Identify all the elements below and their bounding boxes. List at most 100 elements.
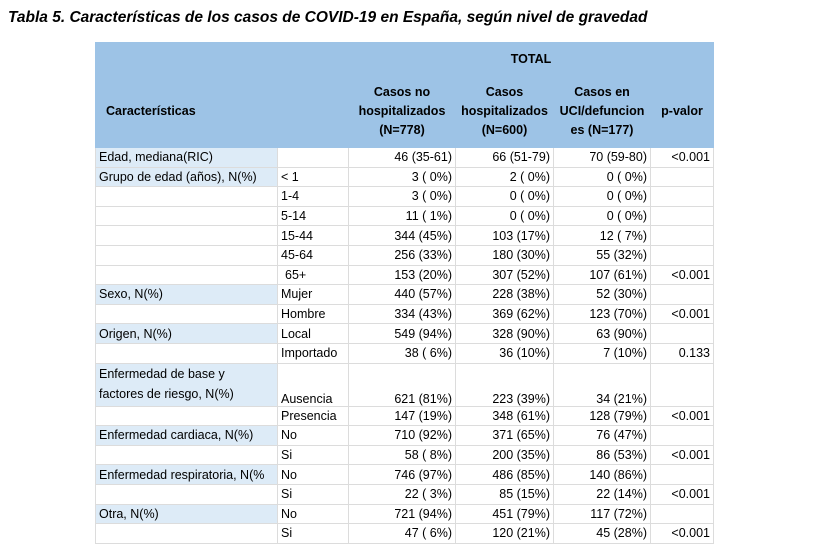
table-cell: 66 (51-79)	[455, 147, 554, 168]
column-header: Características	[95, 75, 349, 148]
table-cell: 36 (10%)	[455, 342, 554, 364]
row-label	[95, 244, 278, 266]
row-sublabel: 15-44	[277, 225, 349, 246]
table-cell: 128 (79%)	[553, 405, 651, 427]
table-cell	[650, 323, 714, 344]
row-sublabel	[277, 147, 349, 168]
table-cell: 52 (30%)	[553, 284, 651, 305]
table-cell: 46 (35-61)	[348, 147, 456, 168]
table-cell: 0.133	[650, 342, 714, 364]
column-header: p-valor	[650, 75, 714, 148]
table-cell: 348 (61%)	[455, 405, 554, 427]
table-cell: 0 ( 0%)	[553, 166, 651, 188]
table-cell: 140 (86%)	[553, 464, 651, 485]
row-sublabel: 45-64	[277, 244, 349, 266]
table-cell: 123 (70%)	[553, 303, 651, 325]
table-cell: 440 (57%)	[348, 284, 456, 305]
table-cell: 0 ( 0%)	[553, 205, 651, 227]
table-cell: 0 ( 0%)	[455, 186, 554, 207]
column-header: Casos en UCI/defuncion es (N=177)	[553, 75, 651, 148]
table-cell	[650, 244, 714, 266]
table-cell: 7 (10%)	[553, 342, 651, 364]
table-cell: 256 (33%)	[348, 244, 456, 266]
table-row: Si 47 ( 6%) 120 (21%) 45 (28%) <0.001	[95, 523, 714, 544]
table-cell	[650, 186, 714, 207]
table-cell: 621 (81%)	[348, 362, 456, 407]
table-row: 5-14 11 ( 1%) 0 ( 0%) 0 ( 0%)	[95, 205, 714, 227]
row-sublabel: Presencia	[277, 405, 349, 427]
data-table: TOTAL Características Casos no hospitalizad…	[95, 42, 714, 544]
table-cell: 451 (79%)	[455, 503, 554, 525]
table-cell: 369 (62%)	[455, 303, 554, 325]
table-cell: <0.001	[650, 523, 714, 544]
table-row: 45-64 256 (33%) 180 (30%) 55 (32%)	[95, 244, 714, 266]
table-cell: 334 (43%)	[348, 303, 456, 325]
header-row: Características Casos no hospitalizados (N=…	[95, 75, 714, 148]
row-label: Grupo de edad (años), N(%)	[95, 166, 278, 188]
header-line: UCI/defuncion	[559, 104, 645, 118]
table-cell	[650, 464, 714, 485]
table-row: Presencia 147 (19%) 348 (61%) 128 (79%) <0.0…	[95, 405, 714, 427]
row-label	[95, 405, 278, 427]
row-sublabel: Si	[277, 444, 349, 466]
header-line: (N=778)	[379, 123, 425, 137]
row-label	[95, 444, 278, 466]
row-label: Otra, N(%)	[95, 503, 278, 525]
table-cell: <0.001	[650, 147, 714, 168]
row-sublabel: < 1	[277, 166, 349, 188]
table-cell: 107 (61%)	[553, 264, 651, 286]
table-cell	[650, 425, 714, 446]
table-row: Hombre 334 (43%) 369 (62%) 123 (70%) <0.001	[95, 303, 714, 325]
row-label	[95, 264, 278, 286]
table-cell: 0 ( 0%)	[553, 186, 651, 207]
header-row: TOTAL	[95, 42, 714, 76]
table-row: Sexo, N(%) Mujer 440 (57%) 228 (38%) 52 (30%…	[95, 284, 714, 305]
table-cell: 103 (17%)	[455, 225, 554, 246]
row-label	[95, 523, 278, 544]
table-cell: 721 (94%)	[348, 503, 456, 525]
header-line: (N=600)	[481, 123, 528, 137]
row-sublabel: 5-14	[277, 205, 349, 227]
table-cell: <0.001	[650, 405, 714, 427]
table-cell: 0 ( 0%)	[455, 205, 554, 227]
table-cell: 38 ( 6%)	[348, 342, 456, 364]
table-row: Otra, N(%) No 721 (94%) 451 (79%) 117 (72%)	[95, 503, 714, 525]
row-label	[95, 483, 278, 505]
row-label: Enfermedad cardiaca, N(%)	[95, 425, 278, 446]
table-cell: 371 (65%)	[455, 425, 554, 446]
table-row: 1-4 3 ( 0%) 0 ( 0%) 0 ( 0%)	[95, 186, 714, 207]
table-cell	[650, 166, 714, 188]
table-cell	[650, 225, 714, 246]
row-sublabel: Local	[277, 323, 349, 344]
table-row: Edad, mediana(RIC) 46 (35-61) 66 (51-79) 70…	[95, 147, 714, 168]
table-cell: 223 (39%)	[455, 362, 554, 407]
table-cell: 63 (90%)	[553, 323, 651, 344]
table-row: Enfermedad cardiaca, N(%) No 710 (92%) 371 …	[95, 425, 714, 446]
row-sublabel: 1-4	[277, 186, 349, 207]
table-cell: <0.001	[650, 303, 714, 325]
table-cell: 147 (19%)	[348, 405, 456, 427]
table-cell: 22 ( 3%)	[348, 483, 456, 505]
table-row: Si 58 ( 8%) 200 (35%) 86 (53%) <0.001	[95, 444, 714, 466]
row-label: Sexo, N(%)	[95, 284, 278, 305]
table-cell: 117 (72%)	[553, 503, 651, 525]
row-sublabel: Hombre	[277, 303, 349, 325]
table-cell	[650, 362, 714, 407]
table-row: Si 22 ( 3%) 85 (15%) 22 (14%) <0.001	[95, 483, 714, 505]
table-cell: 12 ( 7%)	[553, 225, 651, 246]
row-label: Origen, N(%)	[95, 323, 278, 344]
table-cell: <0.001	[650, 264, 714, 286]
table-cell: 120 (21%)	[455, 523, 554, 544]
row-label	[95, 342, 278, 364]
table-cell: 2 ( 0%)	[455, 166, 554, 188]
table-row: Enfermedad de base y factores de riesgo,…	[95, 362, 714, 407]
table-cell: 200 (35%)	[455, 444, 554, 466]
row-sublabel: Si	[277, 483, 349, 505]
table-cell: 70 (59-80)	[553, 147, 651, 168]
table-cell: 153 (20%)	[348, 264, 456, 286]
table-cell: 55 (32%)	[553, 244, 651, 266]
group-header: TOTAL	[348, 42, 714, 76]
row-label	[95, 225, 278, 246]
